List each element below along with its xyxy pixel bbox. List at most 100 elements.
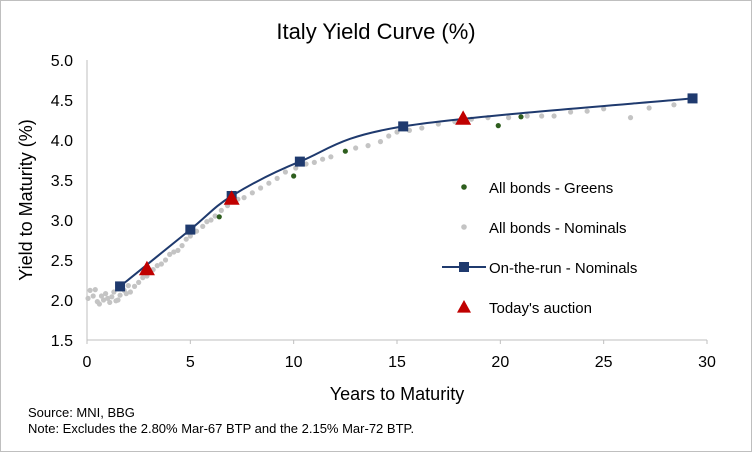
nominal-bond-point bbox=[90, 293, 96, 299]
nominal-bond-point bbox=[601, 106, 607, 112]
nominal-bond-point bbox=[551, 113, 557, 119]
nominal-bond-point bbox=[671, 102, 677, 108]
x-tick-label: 20 bbox=[491, 354, 509, 371]
nominal-bond-point bbox=[179, 243, 185, 249]
chart-title: Italy Yield Curve (%) bbox=[276, 19, 475, 44]
nominal-bond-point bbox=[627, 115, 634, 121]
exclusion-note: Note: Excludes the 2.80% Mar-67 BTP and … bbox=[28, 421, 415, 436]
on-the-run-point bbox=[185, 224, 196, 235]
nominal-bond-point bbox=[386, 133, 392, 139]
y-tick-label: 5.0 bbox=[51, 53, 73, 70]
y-tick-label: 4.5 bbox=[51, 93, 73, 110]
nominal-bond-point bbox=[105, 295, 111, 301]
nominal-bond-point bbox=[183, 236, 189, 242]
nominal-bond-point bbox=[568, 109, 574, 115]
legend-nominal-marker bbox=[461, 224, 467, 230]
nominal-bond-point bbox=[258, 185, 264, 191]
x-axis-title: Years to Maturity bbox=[330, 384, 464, 404]
legend-label: Today's auction bbox=[489, 300, 592, 317]
nominal-bond-point bbox=[241, 195, 247, 201]
nominal-bond-point bbox=[353, 145, 359, 151]
nominal-bond-point bbox=[175, 247, 181, 253]
nominal-bond-point bbox=[274, 175, 280, 181]
nominal-bond-point bbox=[506, 115, 512, 121]
nominal-bond-point bbox=[282, 169, 288, 175]
nominal-bond-point bbox=[377, 139, 384, 145]
nominal-bond-point bbox=[204, 219, 210, 225]
nominal-bond-point bbox=[98, 293, 105, 299]
nominal-bond-point bbox=[125, 283, 131, 289]
legend-label: All bonds - Greens bbox=[489, 180, 613, 197]
legend-otr-marker bbox=[459, 262, 469, 272]
nominal-bond-point bbox=[311, 159, 317, 165]
y-axis-title: Yield to Maturity (%) bbox=[16, 119, 36, 280]
nominal-bond-point bbox=[103, 291, 109, 297]
nominal-bond-point bbox=[187, 233, 193, 239]
on-the-run-point bbox=[687, 93, 698, 104]
nominal-bond-point bbox=[212, 213, 218, 219]
green-bond-point bbox=[518, 114, 524, 120]
nominal-bond-point bbox=[200, 223, 206, 229]
nominal-bond-point bbox=[158, 261, 164, 267]
nominal-bond-point bbox=[123, 291, 129, 297]
legend-label: All bonds - Nominals bbox=[489, 220, 627, 237]
x-tick-label: 30 bbox=[698, 354, 716, 371]
nominal-bond-point bbox=[85, 295, 91, 301]
x-tick-label: 0 bbox=[83, 354, 92, 371]
nominal-bond-point bbox=[140, 275, 146, 281]
nominal-bond-point bbox=[117, 292, 123, 298]
nominal-bond-point bbox=[96, 301, 102, 307]
green-bond-point bbox=[342, 148, 348, 154]
green-bond-point bbox=[291, 173, 297, 179]
nominal-bond-point bbox=[419, 125, 425, 131]
nominal-bond-point bbox=[127, 289, 133, 295]
legend-label: On-the-run - Nominals bbox=[489, 260, 637, 277]
y-tick-label: 4.0 bbox=[51, 133, 73, 150]
green-bond-point bbox=[216, 214, 222, 220]
on-the-run-point bbox=[115, 281, 126, 292]
nominal-bond-point bbox=[131, 283, 138, 289]
on-the-run-point bbox=[294, 156, 305, 167]
nominal-bond-point bbox=[249, 190, 255, 196]
nominal-bond-point bbox=[87, 287, 93, 293]
x-tick-label: 10 bbox=[285, 354, 303, 371]
nominal-bond-point bbox=[167, 251, 173, 257]
auction-point bbox=[455, 110, 472, 125]
y-tick-label: 1.5 bbox=[51, 333, 73, 350]
auction-point bbox=[223, 190, 240, 205]
nominal-bond-point bbox=[328, 154, 334, 160]
nominal-bond-point bbox=[107, 299, 113, 305]
nominal-bond-point bbox=[539, 113, 545, 119]
nominal-bond-point bbox=[92, 287, 98, 293]
nominal-bond-point bbox=[100, 297, 107, 303]
nominal-bond-point bbox=[208, 217, 214, 223]
auction-point bbox=[138, 260, 155, 276]
nominal-bond-point bbox=[266, 180, 272, 186]
nominal-bond-point bbox=[171, 249, 177, 255]
green-bond-point bbox=[495, 123, 501, 129]
nominal-bond-point bbox=[293, 165, 299, 171]
nominal-bond-point bbox=[136, 279, 142, 285]
x-tick-label: 25 bbox=[595, 354, 613, 371]
nominal-bond-point bbox=[154, 263, 160, 269]
nominal-bond-point bbox=[320, 156, 326, 162]
nominal-bond-point bbox=[218, 207, 224, 213]
legend-auction-marker bbox=[457, 300, 471, 313]
nominal-bond-point bbox=[524, 113, 530, 119]
nominal-bond-point bbox=[109, 294, 115, 300]
x-tick-label: 15 bbox=[388, 354, 406, 371]
y-tick-label: 3.0 bbox=[51, 213, 73, 230]
y-tick-label: 3.5 bbox=[51, 173, 73, 190]
on-the-run-point bbox=[398, 121, 409, 132]
y-tick-label: 2.5 bbox=[51, 253, 73, 270]
legend-green-marker bbox=[461, 184, 467, 190]
nominal-bond-point bbox=[365, 143, 371, 149]
nominal-bond-point bbox=[584, 108, 590, 114]
nominal-bond-point bbox=[115, 297, 121, 303]
x-tick-label: 5 bbox=[186, 354, 195, 371]
nominal-bond-point bbox=[162, 257, 169, 263]
y-tick-label: 2.0 bbox=[51, 293, 73, 310]
nominal-bond-point bbox=[646, 105, 652, 111]
